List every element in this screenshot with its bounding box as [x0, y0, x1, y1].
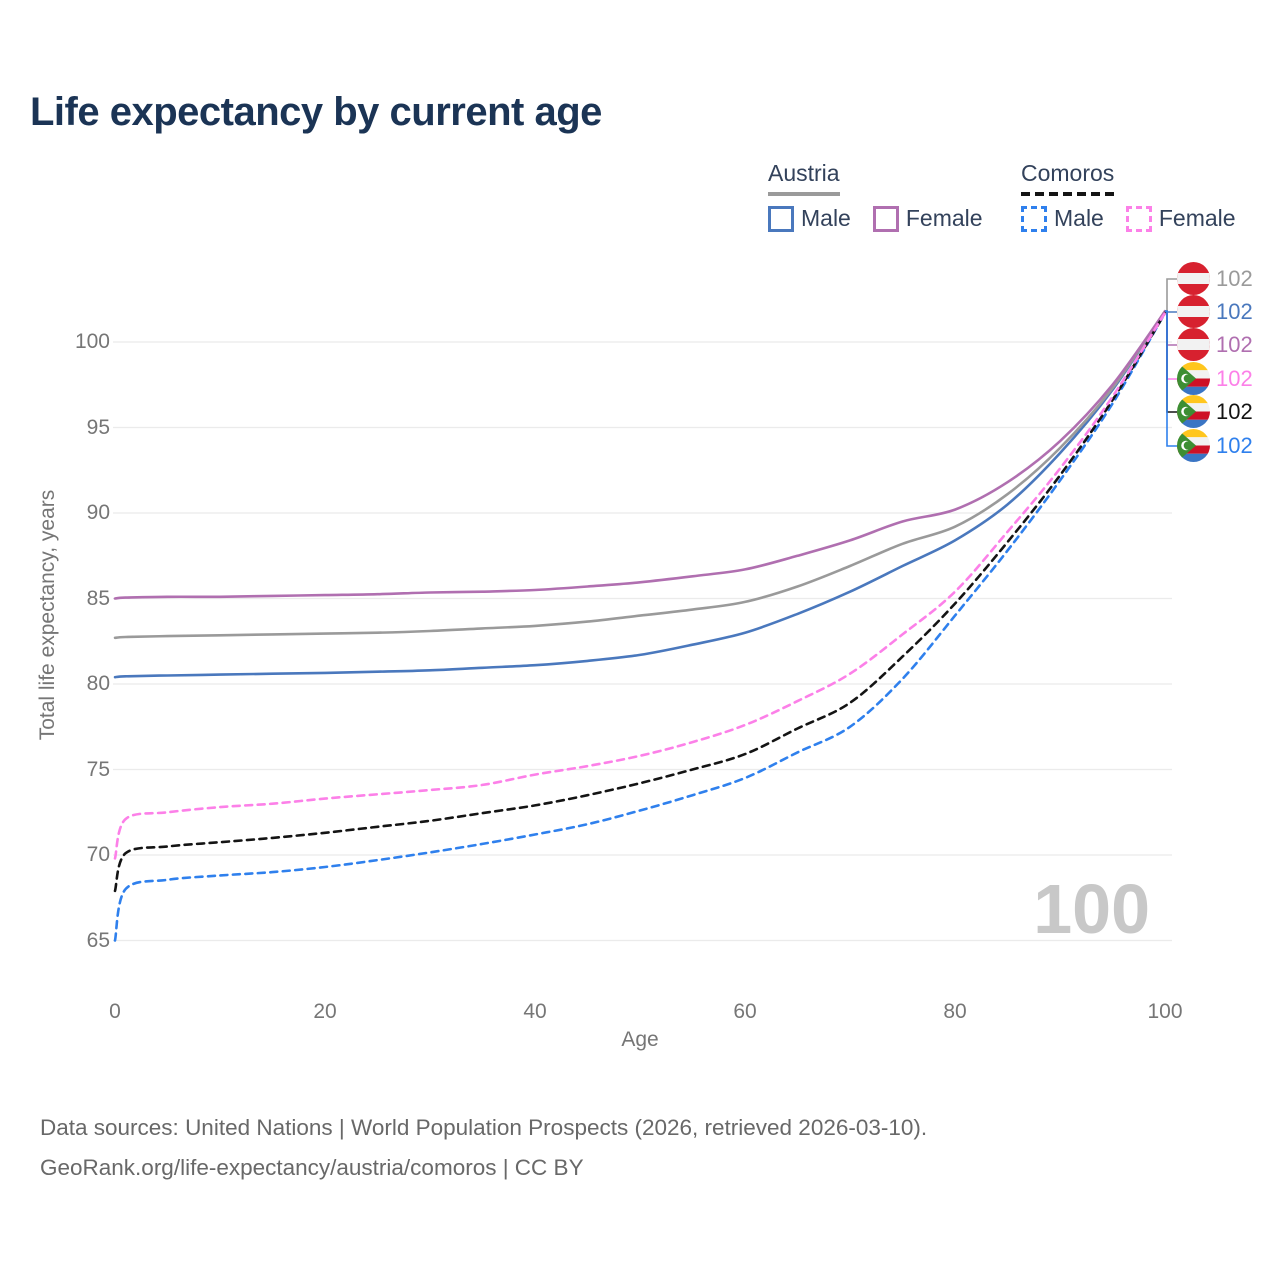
comoros-male-swatch-icon: [1021, 205, 1047, 232]
y-tick-label: 75: [86, 757, 110, 781]
comoros-flag-icon: [1177, 429, 1210, 462]
legend-item-comoros-male[interactable]: Male: [1021, 205, 1104, 232]
end-label-value-austria: 102: [1216, 266, 1253, 291]
series-line-comoros-female: [113, 311, 1167, 860]
x-tick-label: 20: [313, 1000, 337, 1023]
legend-item-austria-male-label: Male: [801, 205, 851, 231]
comoros-line-swatch: [1021, 192, 1115, 196]
y-axis-title: Total life expectancy, years: [36, 489, 59, 741]
x-tick-label: 0: [109, 1000, 121, 1023]
legend-item-austria-male[interactable]: Male: [768, 205, 851, 232]
end-label-value-comoros-male: 102: [1216, 433, 1253, 458]
legend-country-austria[interactable]: Austria: [768, 160, 840, 196]
series-line-austria-female: [113, 309, 1167, 600]
footer: Data sources: United Nations | World Pop…: [40, 1108, 927, 1188]
series-line-comoros-male: [113, 311, 1167, 942]
x-tick-label: 60: [733, 1000, 757, 1023]
comoros-flag-icon: [1177, 395, 1210, 428]
x-tick-label: 100: [1147, 1000, 1183, 1023]
x-tick-label: 40: [523, 1000, 547, 1023]
austria-flag-icon: [1177, 295, 1210, 328]
leader-line-austria: [1165, 278, 1177, 313]
end-label-value-comoros-female: 102: [1216, 366, 1253, 391]
x-axis-title: Age: [621, 1028, 659, 1051]
y-tick-label: 90: [86, 501, 110, 524]
legend-country-austria-label: Austria: [768, 160, 840, 186]
series-line-austria-male: [113, 309, 1167, 679]
legend-group-comoros: Comoros Male Female: [1021, 160, 1258, 232]
legend-item-comoros-male-label: Male: [1054, 205, 1104, 231]
austria-flag-icon: [1177, 262, 1210, 295]
austria-male-swatch-icon: [768, 205, 794, 232]
austria-female-swatch-icon: [872, 205, 899, 232]
y-tick-label: 65: [86, 928, 110, 952]
leader-line-comoros-male: [1165, 310, 1177, 447]
legend-items-comoros: Male Female: [1021, 205, 1258, 232]
austria-flag-icon: [1177, 328, 1210, 361]
data-source-line: Data sources: United Nations | World Pop…: [40, 1115, 928, 1140]
end-label-value-austria-female: 102: [1216, 332, 1253, 357]
legend-item-comoros-female-label: Female: [1158, 205, 1236, 231]
comoros-flag-icon: [1177, 362, 1210, 395]
comoros-female-swatch-icon: [1125, 205, 1152, 232]
legend-item-austria-female-label: Female: [905, 205, 983, 231]
y-tick-label: 100: [74, 330, 110, 353]
y-tick-label: 85: [86, 586, 110, 610]
legend-item-austria-female[interactable]: Female: [872, 205, 983, 232]
x-tick-label: 80: [943, 1000, 967, 1023]
legend-country-comoros-label: Comoros: [1021, 160, 1115, 186]
attribution-line: GeoRank.org/life-expectancy/austria/como…: [40, 1155, 584, 1180]
austria-line-swatch: [768, 192, 840, 196]
page-title: Life expectancy by current age: [30, 90, 602, 134]
y-tick-label: 70: [86, 843, 110, 866]
legend-items-austria: Male Female: [768, 205, 1005, 232]
end-label-value-austria-male: 102: [1216, 299, 1253, 324]
series-line-comoros: [113, 311, 1167, 893]
end-label-value-comoros: 102: [1216, 399, 1253, 424]
legend-group-austria: Austria Male Female: [768, 160, 1005, 232]
series-line-austria: [113, 309, 1167, 640]
legend-country-comoros[interactable]: Comoros: [1021, 160, 1115, 196]
y-tick-label: 80: [86, 672, 110, 695]
legend-item-comoros-female[interactable]: Female: [1125, 205, 1236, 232]
y-tick-label: 95: [86, 415, 110, 439]
watermark: 100: [1033, 870, 1150, 948]
